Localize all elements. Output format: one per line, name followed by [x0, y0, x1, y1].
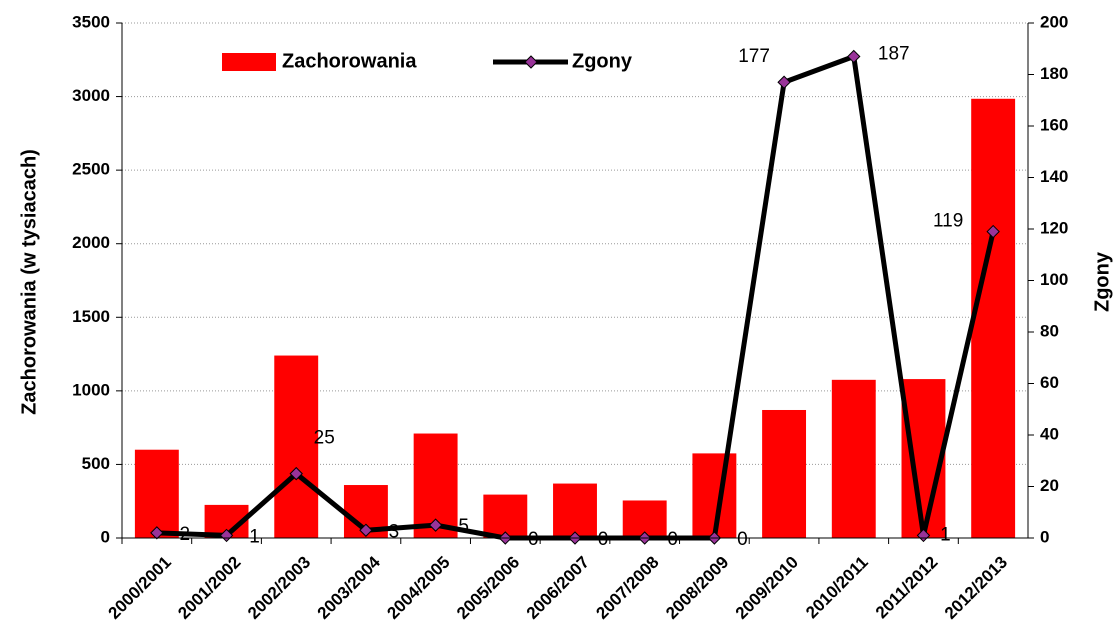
y-tick-label: 0 [101, 527, 110, 546]
y-tick-label: 500 [82, 454, 110, 473]
y2-tick-label: 0 [1040, 527, 1049, 546]
marker [150, 526, 164, 540]
data-label: 5 [458, 516, 469, 537]
x-tick-label: 2002/2003 [244, 553, 314, 623]
x-tick-label: 2006/2007 [523, 553, 593, 623]
data-label: 0 [737, 529, 748, 550]
bar [831, 379, 876, 538]
legend-marker [524, 55, 538, 69]
y2-tick-label: 120 [1040, 218, 1068, 237]
y2-tick-label: 180 [1040, 64, 1068, 83]
data-label: 0 [598, 529, 609, 550]
legend-swatch [222, 53, 276, 71]
y2-tick-label: 100 [1040, 270, 1068, 289]
data-label: 25 [314, 428, 335, 449]
x-tick-label: 2000/2001 [105, 553, 175, 623]
y-tick-label: 2500 [72, 160, 110, 179]
x-tick-label: 2012/2013 [941, 553, 1011, 623]
marker [289, 466, 303, 481]
data-label: 0 [667, 529, 678, 550]
bar [483, 494, 528, 538]
bar [274, 355, 319, 538]
y2-tick-label: 160 [1040, 115, 1068, 134]
data-label: 177 [738, 46, 770, 67]
y2-tick-label: 140 [1040, 167, 1068, 186]
y-tick-label: 2000 [72, 233, 110, 252]
x-tick-label: 2003/2004 [314, 552, 385, 623]
marker [359, 523, 373, 537]
marker [428, 518, 443, 532]
y-axis-label: Zachorowania (w tysiacach) [18, 149, 40, 415]
data-label: 0 [528, 529, 539, 550]
x-tick-label: 2007/2008 [592, 553, 662, 623]
y2-tick-label: 200 [1040, 12, 1068, 31]
y-tick-label: 1000 [72, 380, 110, 399]
data-label: 3 [389, 521, 400, 542]
y-tick-label: 3500 [72, 12, 110, 31]
bar [762, 409, 807, 538]
x-tick-label: 2011/2012 [872, 553, 942, 623]
x-tick-label: 2010/2011 [802, 553, 872, 623]
bar [971, 98, 1016, 539]
x-tick-label: 2001/2002 [174, 553, 244, 623]
data-label: 1 [249, 526, 260, 547]
y-tick-label: 3000 [72, 86, 110, 105]
x-tick-label: 2009/2010 [732, 553, 802, 623]
y2-axis-label: Zgony [1091, 251, 1113, 312]
y2-tick-label: 20 [1040, 476, 1059, 495]
legend-label: Zgony [572, 50, 633, 72]
marker [777, 75, 791, 89]
x-tick-label: 2004/2005 [383, 553, 453, 623]
legend-label: Zachorowania [282, 50, 417, 72]
data-label: 187 [878, 43, 910, 64]
bar [553, 483, 597, 538]
bar [134, 449, 179, 538]
x-tick-label: 2008/2009 [662, 553, 732, 623]
marker [986, 224, 1000, 239]
data-label: 119 [933, 211, 963, 232]
data-label: 2 [180, 524, 191, 545]
y2-tick-label: 40 [1040, 424, 1059, 443]
data-label: 1 [940, 524, 951, 545]
y2-tick-label: 60 [1040, 373, 1059, 392]
marker [847, 49, 861, 64]
y2-tick-label: 80 [1040, 321, 1059, 340]
x-tick-label: 2005/2006 [453, 553, 523, 623]
bar [901, 379, 946, 538]
y-tick-label: 1500 [72, 307, 110, 326]
